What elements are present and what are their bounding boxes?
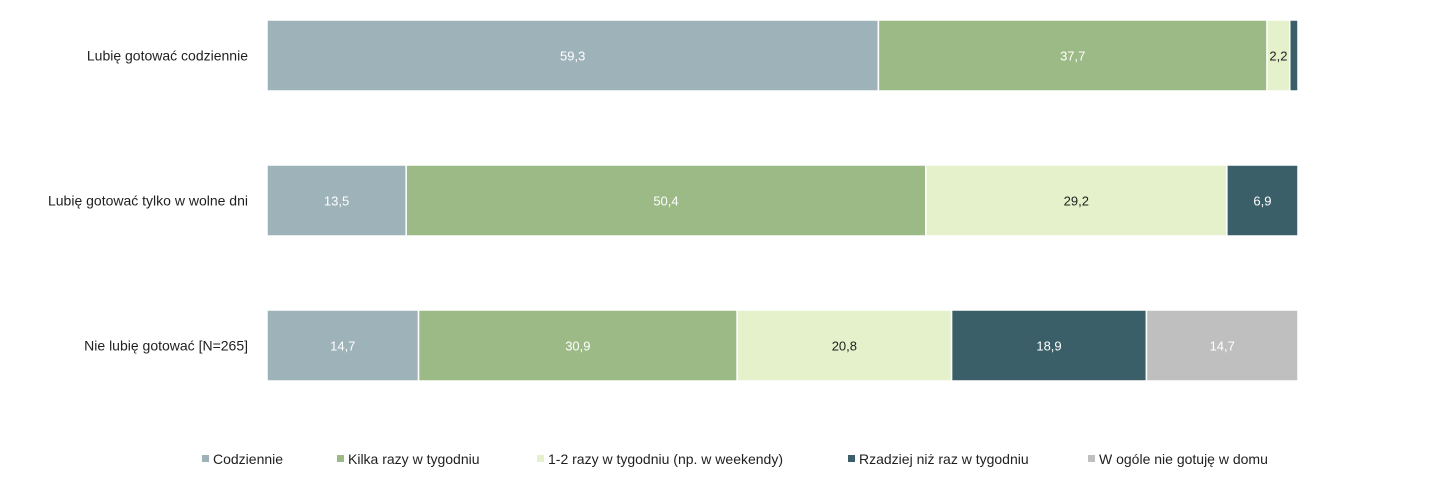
data-label: 14,7	[330, 339, 355, 354]
data-label: 6,9	[1253, 194, 1271, 209]
legend-label: Kilka razy w tygodniu	[348, 451, 480, 467]
data-label: 37,7	[1060, 49, 1085, 64]
bar-segment	[1289, 19, 1299, 92]
category-label: Lubię gotować codziennie	[87, 48, 248, 64]
bar-segment	[1145, 309, 1299, 382]
category-labels: Lubię gotować codziennie Lubię gotować ty…	[48, 48, 248, 354]
data-label: 20,8	[832, 339, 857, 354]
legend-swatch	[537, 455, 544, 462]
legend-swatch	[337, 455, 344, 462]
legend-swatch	[202, 455, 209, 462]
bar-segment	[266, 164, 407, 237]
legend-label: 1-2 razy w tygodniu (np. w weekendy)	[548, 451, 783, 467]
category-label: Nie lubię gotować [N=265]	[84, 338, 248, 354]
bar-segment	[736, 309, 953, 382]
bar-segment	[925, 164, 1228, 237]
data-label: 50,4	[653, 194, 678, 209]
bar-segment	[266, 19, 880, 92]
data-label: 29,2	[1064, 194, 1089, 209]
data-label: 30,9	[565, 339, 590, 354]
data-label: 59,3	[560, 49, 585, 64]
legend-swatch	[1088, 455, 1095, 462]
bars-group: 59,3 37,7 2,2 13,5 50,4 29,2 6,9 14,7 30,9 20,8 18…	[266, 19, 1299, 382]
legend: Codziennie Kilka razy w tygodniu 1-2 razy …	[202, 451, 1268, 467]
data-label: 2,2	[1269, 49, 1287, 64]
data-label: 18,9	[1036, 339, 1061, 354]
bar-segment	[266, 309, 420, 382]
category-label: Lubię gotować tylko w wolne dni	[48, 193, 248, 209]
bar-segment	[950, 309, 1148, 382]
data-label: 13,5	[324, 194, 349, 209]
bar-segment	[1226, 164, 1299, 237]
legend-label: Codziennie	[213, 451, 283, 467]
legend-label: Rzadziej niż raz w tygodniu	[859, 451, 1029, 467]
bar-segment	[417, 309, 738, 382]
bar-segment	[877, 19, 1268, 92]
legend-swatch	[848, 455, 855, 462]
bar-segment	[405, 164, 927, 237]
data-label: 14,7	[1210, 339, 1235, 354]
legend-label: W ogóle nie gotuję w domu	[1099, 451, 1268, 467]
